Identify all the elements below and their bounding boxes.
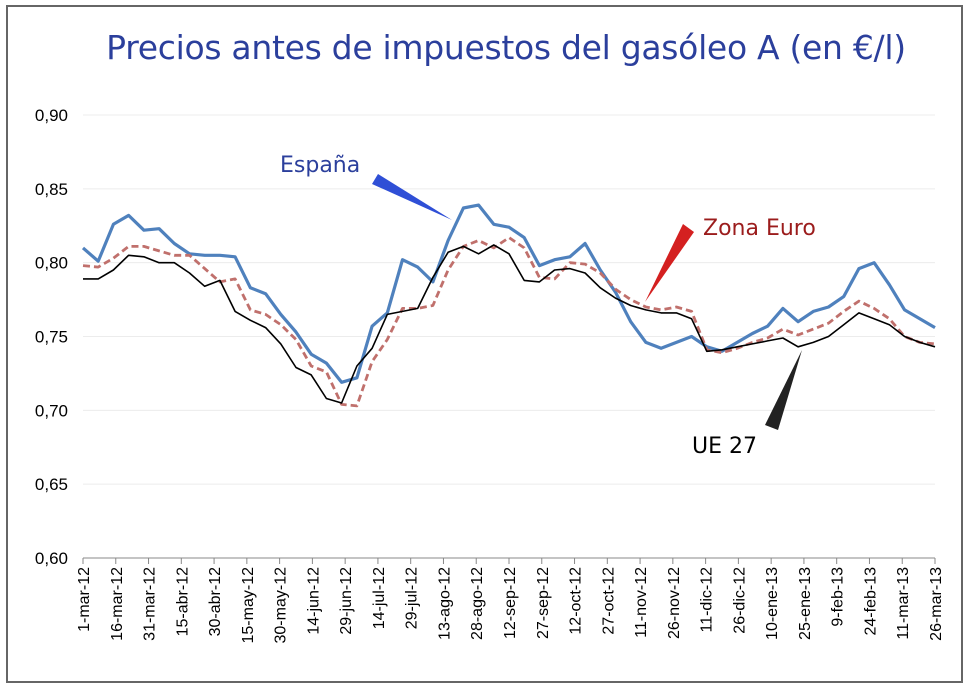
x-tick-label: 15-may-12 [240,567,257,644]
y-tick-label: 0,65 [35,475,68,494]
y-tick-label: 0,90 [35,106,68,125]
y-tick-label: 0,75 [35,328,68,347]
ue27-label: UE 27 [692,434,757,459]
x-tick-label: 27-sep-12 [535,567,552,639]
x-tick-label: 30-may-12 [273,567,290,644]
x-tick-label: 28-ago-12 [469,567,486,640]
y-axis-ticks: 0,60 0,65 0,70 0,75 0,80 0,85 0,90 [35,106,68,568]
y-tick-label: 0,70 [35,401,68,420]
zona-euro-label: Zona Euro [703,216,816,241]
ue27-pointer [765,350,802,430]
x-tick-label: 30-abr-12 [207,567,224,636]
x-tick-label: 26-dic-12 [731,567,748,634]
x-tick-label: 27-oct-12 [600,567,617,635]
x-tick-label: 1-mar-12 [76,567,93,632]
y-tick-label: 0,60 [35,549,68,568]
series-line-zona-euro [82,236,936,408]
x-tick-label: 11-mar-13 [895,567,912,640]
x-tick-label: 11-nov-12 [633,567,650,638]
series-line-espa-a [81,203,936,384]
series-line-ue-27 [83,244,936,404]
x-tick-label: 15-abr-12 [174,567,191,636]
x-tick-label: 14-jun-12 [305,567,322,635]
x-axis: 1-mar-12 16-mar-12 31-mar-12 15-abr-12 30-ab… [76,557,945,644]
x-tick-label: 12-sep-12 [502,567,519,639]
annotations: España Zona Euro UE 27 [280,153,816,459]
x-tick-label: 10-ene-13 [764,567,781,640]
x-tick-label: 14-jul-12 [371,567,388,629]
y-tick-label: 0,80 [35,254,68,273]
x-tick-label: 26-mar-13 [928,567,945,641]
x-tick-label: 9-feb-13 [830,567,847,627]
x-tick-label: 29-jul-12 [404,567,421,629]
x-tick-label: 11-dic-12 [699,567,716,633]
x-tick-label: 16-mar-12 [109,567,126,641]
espana-label: España [280,153,360,178]
x-tick-label: 24-feb-13 [862,567,879,636]
x-tick-label: 12-oct-12 [568,567,585,635]
espana-pointer [372,174,452,220]
x-tick-label: 31-mar-12 [142,567,159,641]
chart-frame [6,5,963,683]
x-tick-label: 25-ene-13 [797,567,814,640]
x-tick-label: 13-ago-12 [436,567,453,640]
y-tick-label: 0,85 [35,180,68,199]
zona-euro-pointer [645,224,694,302]
series-lines [81,203,936,408]
chart-title: Precios antes de impuestos del gasóleo A… [106,28,906,67]
x-tick-label: 26-nov-12 [666,567,683,639]
gridlines [83,114,935,485]
x-tick-label: 29-jun-12 [338,567,355,635]
